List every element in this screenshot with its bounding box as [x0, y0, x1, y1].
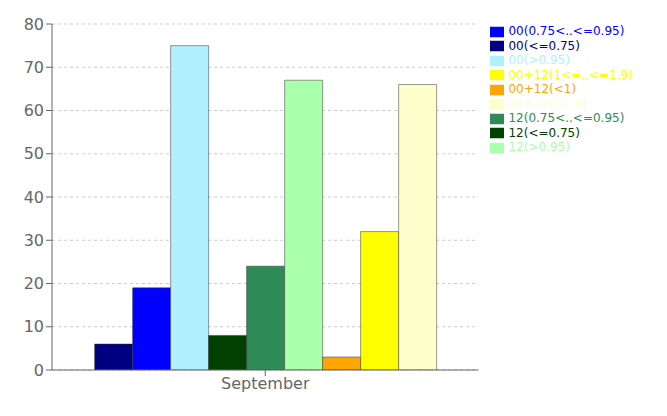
html-text:00+12(>1.9): 00+12(>1.9)	[508, 96, 588, 111]
svg-text:40: 40	[24, 188, 44, 207]
html-text:00(0.75<..<=0.95): 00(0.75<..<=0.95)	[508, 24, 625, 38]
svg-text:20: 20	[24, 274, 44, 293]
html-text:00(>0.95): 00(>0.95)	[508, 53, 570, 67]
svg-text:70: 70	[24, 58, 44, 77]
html-text:00+12(<1): 00+12(<1)	[508, 82, 577, 96]
svg-text:60: 60	[24, 101, 44, 120]
html-text:00(<=0.75): 00(<=0.75)	[508, 38, 580, 53]
svg-text:0: 0	[34, 361, 44, 380]
svg-text:80: 80	[24, 15, 44, 34]
svg-text:September: September	[221, 374, 310, 393]
svg-text:50: 50	[24, 144, 44, 163]
html-text:12(>0.95): 12(>0.95)	[508, 140, 570, 154]
html-text:00+12(1<=..<=1.9): 00+12(1<=..<=1.9)	[508, 67, 633, 82]
svg-text:30: 30	[24, 231, 44, 250]
html-text:12(<=0.75): 12(<=0.75)	[508, 125, 580, 140]
svg-text:10: 10	[24, 317, 44, 336]
html-text:12(0.75<..<=0.95): 12(0.75<..<=0.95)	[508, 111, 625, 125]
